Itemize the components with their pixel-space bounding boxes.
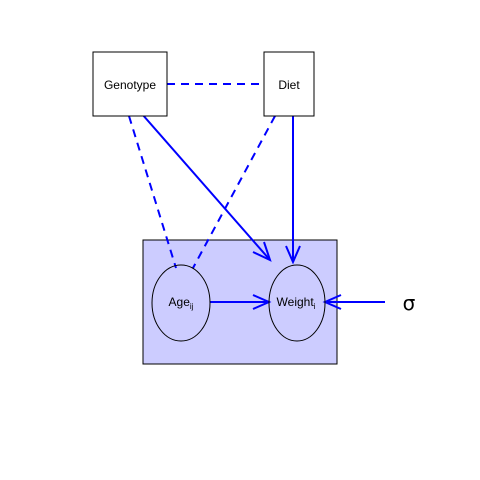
node-diet: Diet — [263, 51, 315, 117]
edge-genotype-weight — [141, 113, 271, 261]
edge-genotype-age — [128, 115, 177, 269]
node-age-ellipse — [151, 264, 211, 342]
arrowhead-genotype-weight — [252, 241, 272, 262]
node-age-subscript: ij — [190, 302, 194, 311]
node-weight: Weighti — [268, 264, 326, 342]
node-weight-label: Weighti — [277, 295, 316, 311]
node-weight-name: Weight — [277, 295, 315, 309]
node-genotype: Genotype — [92, 51, 168, 117]
arrowhead-diet-weight — [285, 245, 301, 265]
node-diet-label: Diet — [278, 78, 300, 92]
node-weight-subscript: i — [314, 302, 316, 311]
node-sigma-label: σ — [403, 291, 416, 315]
node-genotype-label: Genotype — [104, 78, 156, 92]
node-age: Ageij — [151, 264, 211, 342]
node-age-label: Ageij — [169, 295, 194, 311]
node-genotype-box — [92, 51, 168, 117]
node-age-name: Age — [169, 295, 191, 309]
node-weight-ellipse — [268, 264, 326, 342]
node-diet-box — [263, 51, 315, 117]
edge-diet-age — [192, 115, 276, 269]
